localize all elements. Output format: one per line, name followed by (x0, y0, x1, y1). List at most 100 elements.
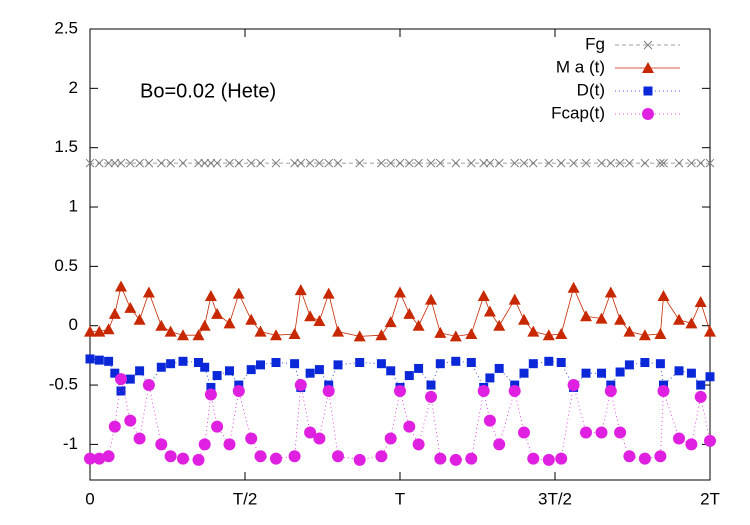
marker-triangle (638, 329, 651, 341)
marker-cross (510, 158, 520, 168)
marker-triangle (192, 329, 205, 341)
marker-circle (124, 414, 137, 427)
marker-cross (271, 158, 281, 168)
marker-cross (656, 158, 665, 168)
marker-square (414, 363, 424, 373)
marker-cross (194, 158, 203, 168)
marker-triangle (353, 330, 366, 342)
marker-triangle (614, 313, 627, 325)
marker-triangle (204, 290, 217, 302)
marker-triangle (394, 286, 406, 298)
marker-cross (426, 158, 436, 168)
marker-square (544, 356, 554, 366)
marker-square (314, 365, 324, 375)
marker-circle (198, 438, 211, 451)
marker-circle (142, 379, 155, 392)
marker-square (194, 358, 203, 368)
marker-circle (245, 432, 258, 445)
marker-circle (483, 414, 496, 427)
marker-circle (270, 452, 282, 465)
marker-cross (234, 158, 244, 168)
marker-triangle (657, 290, 670, 302)
marker-circle (425, 390, 437, 403)
marker-circle (322, 384, 335, 397)
marker-circle (254, 450, 267, 463)
marker-square (333, 360, 343, 370)
marker-square (435, 359, 445, 369)
marker-cross (606, 158, 616, 168)
marker-cross (225, 158, 234, 168)
marker-triangle (623, 325, 636, 337)
marker-square (225, 366, 234, 376)
marker-triangle (555, 328, 568, 340)
marker-circle (332, 450, 344, 463)
y-tick-label: -0.5 (49, 375, 78, 394)
marker-triangle (232, 287, 245, 299)
marker-triangle (198, 319, 211, 331)
marker-square (386, 366, 396, 376)
marker-square (485, 373, 495, 383)
marker-triangle (322, 287, 335, 299)
legend-label: M a (t) (556, 57, 605, 76)
marker-triangle (567, 281, 580, 293)
marker-cross (178, 158, 188, 168)
marker-cross (246, 158, 256, 168)
marker-square (696, 380, 706, 390)
marker-cross (696, 158, 706, 168)
marker-square (615, 367, 625, 377)
marker-triangle (685, 317, 698, 329)
marker-triangle (133, 313, 146, 325)
marker-triangle (465, 328, 478, 340)
marker-circle (403, 420, 416, 433)
y-tick-label: 2.5 (54, 18, 78, 37)
marker-square (200, 362, 210, 372)
marker-circle (304, 426, 317, 439)
marker-circle (313, 432, 326, 445)
marker-triangle (142, 286, 155, 298)
marker-circle (673, 432, 685, 445)
marker-triangle (254, 325, 267, 337)
marker-square (178, 356, 188, 366)
marker-circle (164, 450, 177, 463)
marker-triangle (518, 313, 530, 325)
marker-cross (494, 158, 504, 168)
marker-triangle (604, 286, 617, 298)
marker-cross (386, 158, 396, 168)
marker-cross (544, 158, 554, 168)
marker-square (451, 356, 461, 366)
marker-cross (640, 158, 650, 168)
legend-marker (642, 62, 654, 73)
marker-triangle (449, 330, 462, 342)
legend-label: D(t) (577, 80, 605, 99)
marker-cross (290, 158, 299, 168)
marker-triangle (84, 325, 96, 337)
marker-cross (569, 158, 578, 168)
marker-square (640, 358, 650, 368)
marker-cross (166, 158, 175, 168)
y-tick-label: 2 (69, 78, 78, 97)
marker-circle (465, 452, 478, 465)
marker-triangle (403, 307, 416, 319)
marker-cross (615, 158, 625, 168)
marker-triangle (177, 329, 189, 341)
marker-circle (477, 384, 490, 397)
marker-circle (102, 450, 115, 463)
marker-square (528, 359, 538, 369)
marker-cross (528, 158, 538, 168)
legend-marker (642, 108, 654, 120)
marker-circle (412, 438, 425, 451)
marker-circle (493, 438, 506, 451)
marker-circle (623, 450, 636, 463)
marker-cross (200, 158, 210, 168)
marker-circle (133, 432, 146, 445)
marker-circle (375, 450, 388, 463)
marker-triangle (164, 325, 177, 337)
marker-circle (527, 452, 540, 465)
marker-cross (296, 158, 306, 168)
marker-cross (212, 158, 222, 168)
marker-circle (449, 453, 462, 466)
marker-cross (556, 158, 566, 168)
x-tick-label: 3T/2 (538, 489, 572, 508)
marker-circle (192, 453, 205, 466)
marker-triangle (102, 323, 115, 335)
